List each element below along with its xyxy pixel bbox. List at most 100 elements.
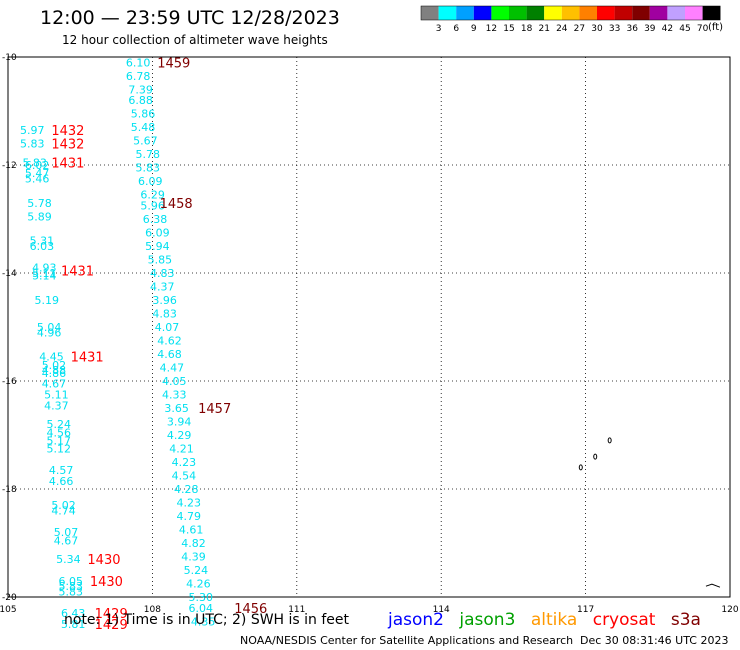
colorbar-swatch (597, 6, 615, 20)
colorbar-swatch (438, 6, 457, 20)
page-title: 12:00 — 23:59 UTC 12/28/2023 (40, 7, 340, 29)
swh-value-label: 4.67 (54, 534, 79, 547)
swh-value-label: 6.29 (140, 189, 165, 202)
legend-cryosat: cryosat (592, 610, 656, 630)
pass-time-label: 1431 (71, 351, 104, 366)
colorbar-swatch (685, 6, 703, 20)
swh-value-label: 4.29 (167, 429, 192, 442)
colorbar-label: 12 (486, 24, 497, 34)
x-tick-label: 117 (577, 605, 594, 615)
footer-timestamp: Dec 30 08:31:46 UTC 2023 (580, 634, 729, 647)
colorbar-label: 45 (679, 24, 690, 34)
x-tick-label: 111 (288, 605, 305, 615)
legend-s3a: s3a (670, 610, 701, 630)
swh-value-label: 5.83 (59, 586, 84, 599)
y-tick-label: -20 (2, 593, 17, 603)
pass-time-label: 1429 (95, 607, 128, 622)
swh-value-label: 4.28 (174, 483, 199, 496)
pass-time-label: 1432 (51, 124, 84, 139)
swh-value-label: 5.19 (34, 294, 59, 307)
pass-time-label: 1429 (95, 618, 128, 633)
island-outline (593, 453, 598, 460)
swh-value-label: 5.97 (20, 124, 45, 137)
swh-value-label: 4.62 (157, 335, 182, 348)
legend-jason3: jason3 (459, 610, 516, 630)
swh-value-label: 4.83 (150, 267, 175, 280)
swh-value-label: 4.05 (162, 375, 187, 388)
swh-value-label: 6.04 (189, 602, 214, 615)
swh-value-label: 5.47 (25, 167, 49, 180)
swh-value-label: 5.83 (136, 162, 161, 175)
swh-value-label: 4.23 (176, 497, 201, 510)
swh-value-label: 6.09 (138, 175, 163, 188)
swh-value-label: 5.11 (44, 389, 69, 402)
colorbar-label: 18 (521, 24, 533, 34)
swh-value-label: 4.37 (150, 281, 175, 294)
colorbar-label: 27 (574, 24, 585, 34)
x-tick-label: 105 (0, 605, 17, 615)
colorbar-swatch (649, 6, 668, 20)
pass-time-label: 1458 (160, 197, 193, 212)
colorbar-swatch (526, 6, 545, 20)
swh-value-label: 3.96 (152, 294, 177, 307)
swh-value-label: 6.78 (126, 70, 151, 83)
swh-value-label: 5.96 (140, 200, 165, 213)
colorbar-label: 39 (644, 24, 656, 34)
pass-time-label: 1431 (51, 156, 84, 171)
y-tick-label: -12 (2, 161, 17, 171)
coastline (705, 583, 721, 588)
page-subtitle: 12 hour collection of altimeter wave hei… (62, 33, 328, 47)
swh-value-label: 4.96 (37, 326, 62, 339)
colorbar-label: 36 (626, 24, 638, 34)
swh-value-label: 3.65 (164, 402, 189, 415)
colorbar-swatch (667, 6, 685, 20)
swh-value-label: 4.26 (186, 578, 211, 591)
pass-time-label: 1432 (51, 137, 84, 152)
colorbar-label: 6 (453, 24, 459, 34)
swh-value-label: 6.43 (61, 607, 86, 620)
swh-value-label: 5.83 (59, 580, 84, 593)
swh-value-label: 5.83 (20, 137, 45, 150)
swh-value-label: 4.37 (44, 399, 69, 412)
x-tick-label: 114 (433, 605, 450, 615)
swh-value-label: 6.09 (145, 227, 170, 240)
swh-value-label: 3.94 (167, 416, 192, 429)
swh-value-label: 5.11 (32, 267, 57, 280)
pass-time-label: 1457 (198, 402, 231, 417)
swh-value-label: 5.89 (27, 210, 52, 223)
swh-value-label: 5.04 (37, 321, 62, 334)
island-outline (578, 464, 583, 471)
swh-value-label: 4.33 (162, 389, 187, 402)
swh-value-label: 4.88 (42, 364, 66, 377)
colorbar-swatch (456, 6, 474, 20)
swh-value-label: 4.35 (191, 615, 216, 628)
swh-value-label: 6.03 (30, 240, 55, 253)
colorbar-swatch (544, 6, 562, 20)
island-outline (607, 437, 612, 444)
swh-value-label: 4.68 (157, 348, 182, 361)
pass-time-label: 1430 (87, 553, 120, 568)
colorbar-label: 30 (591, 24, 603, 34)
colorbar-swatch (579, 6, 597, 20)
colorbar-swatch (632, 6, 650, 20)
swh-value-label: 5.02 (42, 359, 66, 372)
colorbar-label: 33 (609, 24, 620, 34)
swh-value-label: 6.02 (25, 159, 49, 172)
colorbar-swatch (509, 6, 527, 20)
y-tick-label: -16 (2, 377, 17, 387)
colorbar-swatch (421, 6, 439, 20)
colorbar-swatch (491, 6, 509, 20)
colorbar-label: 70 (697, 24, 709, 34)
pass-time-label: 1431 (61, 264, 94, 279)
swh-value-label: 4.47 (160, 362, 185, 375)
swh-value-label: 5.14 (32, 270, 57, 283)
swh-value-label: 5.31 (30, 235, 55, 248)
colorbar-swatch (702, 6, 721, 20)
swh-value-label: 4.86 (42, 367, 66, 380)
swh-value-label: 5.78 (27, 197, 52, 210)
swh-value-label: 4.45 (39, 351, 64, 364)
swh-value-label: 5.85 (148, 254, 173, 267)
swh-value-label: 5.02 (51, 499, 76, 512)
swh-value-label: 5.12 (47, 443, 72, 456)
